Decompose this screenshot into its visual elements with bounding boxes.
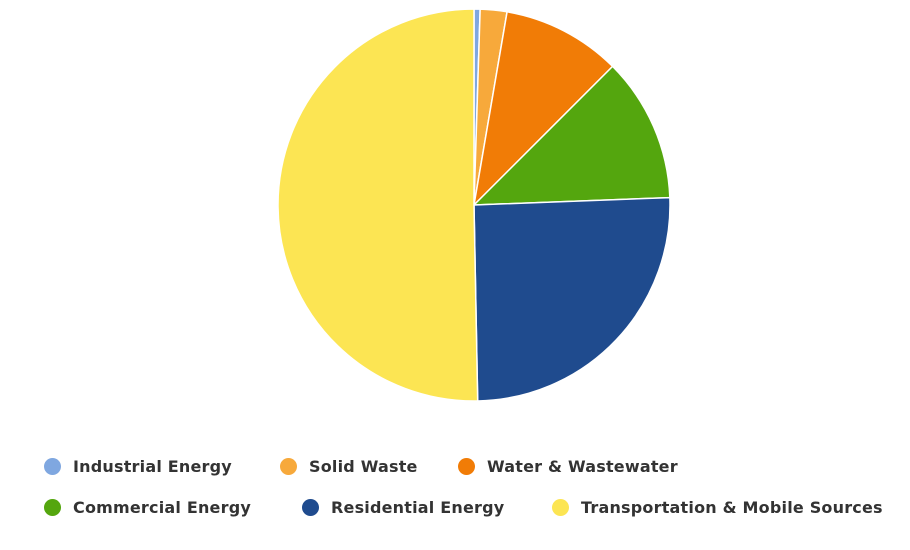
legend-marker-commercial-energy xyxy=(44,499,61,516)
legend-marker-solid-waste xyxy=(280,458,297,475)
legend: Industrial Energy Solid Waste Water & Wa… xyxy=(40,450,910,540)
legend-label: Solid Waste xyxy=(309,457,418,476)
legend-item-commercial-energy[interactable]: Commercial Energy xyxy=(44,498,251,517)
pie-slices xyxy=(277,8,671,402)
legend-marker-residential-energy xyxy=(302,499,319,516)
pie-slice-residential-energy[interactable] xyxy=(473,196,671,402)
legend-label: Residential Energy xyxy=(331,498,505,517)
legend-label: Water & Wastewater xyxy=(487,457,678,476)
pie-slice-water-wastewater[interactable] xyxy=(473,11,614,206)
pie-slice-transportation-mobile-sources[interactable] xyxy=(277,8,479,402)
legend-item-transportation-mobile-sources[interactable]: Transportation & Mobile Sources xyxy=(552,498,883,517)
legend-label: Transportation & Mobile Sources xyxy=(581,498,883,517)
legend-item-industrial-energy[interactable]: Industrial Energy xyxy=(44,457,232,476)
legend-item-residential-energy[interactable]: Residential Energy xyxy=(302,498,504,517)
legend-label: Industrial Energy xyxy=(73,457,232,476)
legend-marker-transportation-mobile-sources xyxy=(552,499,569,516)
pie-plot-area xyxy=(277,8,671,402)
pie-slice-commercial-energy[interactable] xyxy=(473,65,671,206)
legend-label: Commercial Energy xyxy=(73,498,251,517)
legend-marker-industrial-energy xyxy=(44,458,61,475)
legend-marker-water-wastewater xyxy=(458,458,475,475)
legend-item-water-wastewater[interactable]: Water & Wastewater xyxy=(458,457,678,476)
legend-item-solid-waste[interactable]: Solid Waste xyxy=(280,457,418,476)
